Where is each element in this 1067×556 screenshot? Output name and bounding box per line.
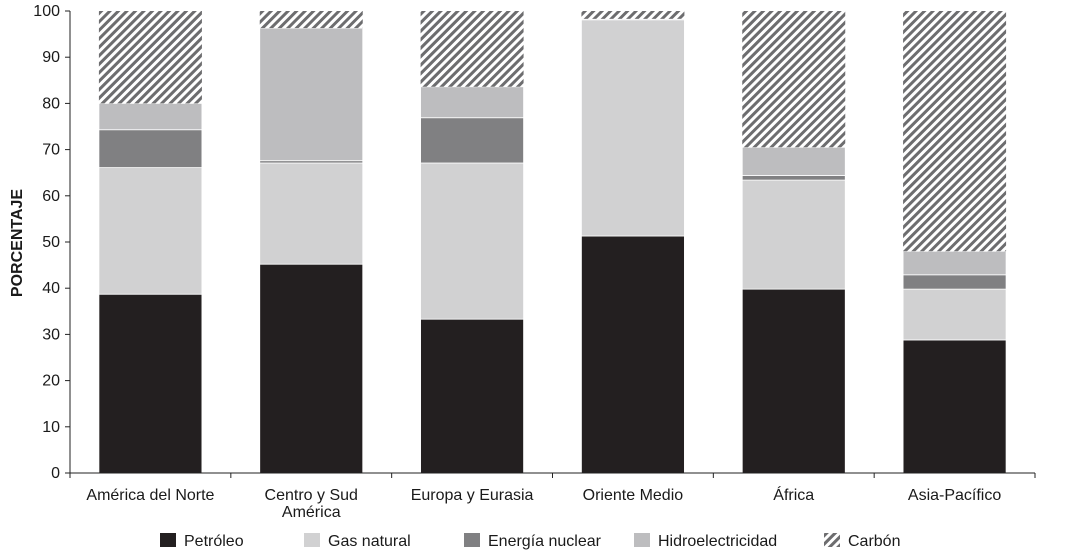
legend-label: Hidroelectricidad (658, 533, 777, 550)
bar-segment-6-2 (902, 288, 1007, 341)
bar-segment-4-4 (581, 18, 685, 21)
legend-swatch (634, 533, 650, 547)
legend-label: Energía nuclear (488, 533, 602, 550)
legend-swatch (160, 533, 176, 547)
legend-label: Petróleo (184, 533, 244, 550)
bar-segment-3-4 (420, 86, 524, 119)
bar-segment-3-3 (420, 117, 524, 164)
bar-segment-2-5 (259, 11, 363, 29)
bar-segment-1-3 (98, 129, 203, 169)
bar-segment-3-1 (420, 318, 524, 474)
y-tick-label: 100 (33, 3, 60, 20)
legend-label: Carbón (848, 533, 900, 550)
bar-segment-1-4 (98, 103, 203, 131)
y-tick-label: 0 (51, 465, 60, 482)
legend: Petróleo Gas natural Energía nuclear Hidroe… (160, 533, 900, 550)
plot-area (98, 11, 1007, 474)
bar-segment-6-1 (902, 339, 1007, 474)
y-tick-label: 20 (42, 373, 60, 390)
bar-segment-2-4 (259, 27, 364, 162)
y-axis-title: PORCENTAJE (9, 189, 26, 297)
legend-swatch (304, 533, 320, 547)
bar-segment-4-1 (581, 235, 685, 474)
y-tick-label: 90 (42, 49, 60, 66)
y-tick-label: 80 (42, 95, 60, 112)
bar-segment-2-1 (259, 263, 364, 474)
bar-segment-4-2 (581, 19, 685, 237)
x-category-label: América del Norte (86, 487, 214, 504)
bar-segment-5-5 (742, 11, 846, 148)
bar-segment-6-4 (902, 250, 1007, 276)
x-category-label: Europa y Eurasia (411, 487, 534, 504)
legend-swatch (824, 533, 840, 547)
bar-segment-5-1 (741, 288, 846, 474)
y-tick-label: 30 (42, 326, 60, 343)
bar-segment-3-5 (420, 11, 524, 87)
x-category-label: África (773, 485, 814, 504)
y-tick-label: 60 (42, 188, 60, 205)
bar-segment-5-2 (741, 179, 846, 290)
legend-label: Gas natural (328, 533, 411, 550)
bar-segment-1-1 (98, 293, 203, 474)
bar-segment-6-3 (902, 274, 1007, 290)
bar-segment-5-4 (741, 146, 846, 176)
legend-swatch (464, 533, 480, 547)
bar-segment-6-5 (903, 11, 1007, 252)
x-category-label: Asia-Pacífico (908, 487, 1001, 504)
axes: 0 10 20 30 40 50 60 70 80 90 100 América del Norte C… (33, 3, 1036, 521)
x-category-label: Centro y Sud América (265, 487, 358, 521)
bar-segment-1-5 (98, 11, 202, 104)
y-tick-label: 40 (42, 280, 60, 297)
y-tick-label: 10 (42, 419, 60, 436)
x-category-label: Oriente Medio (583, 487, 684, 504)
bar-segment-3-2 (420, 162, 524, 320)
bar-segment-4-5 (581, 11, 685, 19)
y-tick-label: 70 (42, 142, 60, 159)
bar-segment-1-2 (98, 167, 203, 295)
bar-segment-2-2 (259, 162, 364, 265)
bar-segment-5-3 (741, 175, 846, 181)
y-tick-label: 50 (42, 234, 60, 251)
